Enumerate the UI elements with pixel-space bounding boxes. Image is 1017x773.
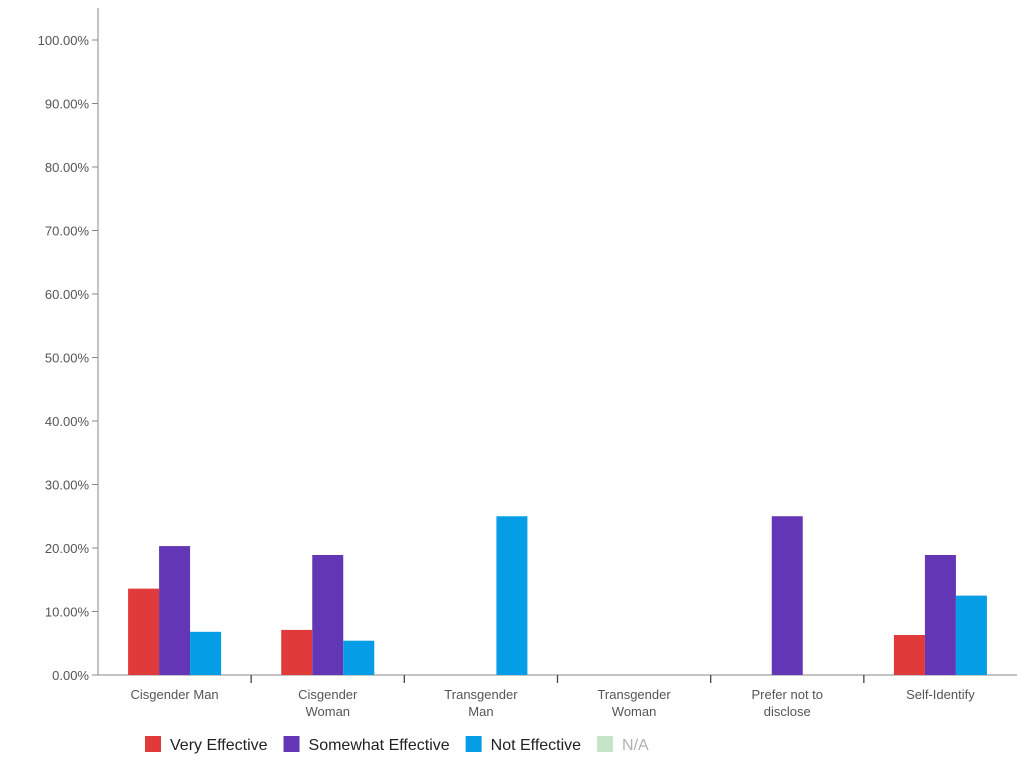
y-tick-label: 40.00%	[45, 414, 90, 429]
bar[interactable]	[312, 554, 344, 675]
bar[interactable]	[924, 554, 956, 675]
x-tick-label-line: Woman	[612, 704, 657, 719]
axes: 0.00% 10.00% 20.00% 30.00% 40.00% 50.00% 60.00…	[38, 8, 1017, 719]
y-tick-label: 80.00%	[45, 160, 90, 175]
legend-label[interactable]: N/A	[622, 737, 649, 754]
legend-swatch[interactable]	[283, 736, 300, 752]
x-tick-label: Self-Identify	[906, 687, 975, 702]
bar[interactable]	[496, 516, 528, 675]
y-tick-label: 90.00%	[45, 97, 90, 112]
legend-swatch[interactable]	[145, 736, 161, 752]
y-tick-label: 30.00%	[45, 478, 90, 493]
x-tick-label-line: Prefer not to	[751, 687, 823, 702]
y-tick-label: 0.00%	[52, 668, 89, 683]
y-tick-label: 10.00%	[45, 605, 90, 620]
x-tick-label: Transgender Man	[444, 687, 518, 719]
bar[interactable]	[190, 631, 222, 675]
bar[interactable]	[281, 629, 313, 675]
x-tick-label-line: Woman	[305, 704, 350, 719]
x-tick-label: Transgender Woman	[597, 687, 671, 719]
x-tick-label-line: Transgender	[597, 687, 671, 702]
legend: Very Effective Somewhat Effective Not Effe…	[145, 736, 649, 754]
y-tick-label: 70.00%	[45, 224, 90, 239]
x-tick-label-line: Man	[468, 704, 493, 719]
legend-label[interactable]: Not Effective	[491, 737, 582, 754]
bar[interactable]	[893, 634, 925, 675]
legend-label[interactable]: Somewhat Effective	[309, 737, 450, 754]
bar[interactable]	[159, 546, 191, 675]
x-tick-label-line: Cisgender Man	[131, 687, 219, 702]
legend-label[interactable]: Very Effective	[170, 737, 268, 754]
bars	[128, 516, 987, 675]
y-tick-label: 60.00%	[45, 287, 90, 302]
bar[interactable]	[128, 588, 160, 675]
y-tick-label: 100.00%	[38, 33, 90, 48]
bar[interactable]	[343, 640, 375, 675]
y-tick-label: 20.00%	[45, 541, 90, 556]
y-tick-label: 50.00%	[45, 351, 90, 366]
x-tick-label: Cisgender Woman	[298, 687, 358, 719]
x-tick-label: Prefer not to disclose	[751, 687, 823, 719]
x-tick-label-line: Self-Identify	[906, 687, 975, 702]
x-tick-label-line: Transgender	[444, 687, 518, 702]
x-tick-label-line: disclose	[764, 704, 811, 719]
legend-swatch[interactable]	[597, 736, 614, 752]
bar[interactable]	[955, 595, 987, 675]
legend-swatch[interactable]	[465, 736, 482, 752]
bar[interactable]	[771, 516, 803, 675]
x-tick-label-line: Cisgender	[298, 687, 358, 702]
x-tick-label: Cisgender Man	[131, 687, 219, 702]
